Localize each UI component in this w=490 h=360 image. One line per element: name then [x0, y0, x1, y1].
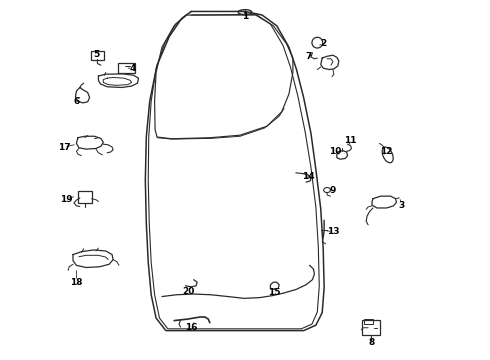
Text: 11: 11 — [344, 136, 356, 145]
Text: 10: 10 — [329, 147, 342, 156]
Text: 1: 1 — [242, 12, 248, 21]
Text: 9: 9 — [330, 186, 336, 195]
Text: 6: 6 — [74, 96, 79, 105]
Bar — [91, 51, 104, 60]
Text: 13: 13 — [327, 228, 339, 237]
Bar — [364, 319, 372, 324]
Text: 20: 20 — [183, 287, 195, 296]
Text: 15: 15 — [268, 288, 281, 297]
Text: 2: 2 — [320, 39, 326, 48]
Text: 5: 5 — [93, 50, 99, 59]
Text: 18: 18 — [70, 278, 83, 287]
Text: 17: 17 — [58, 143, 71, 152]
Text: 3: 3 — [398, 201, 404, 210]
Text: 4: 4 — [129, 64, 136, 73]
Bar — [78, 192, 92, 203]
Text: 12: 12 — [380, 147, 393, 156]
Bar — [362, 320, 380, 335]
Text: 19: 19 — [60, 195, 73, 204]
Text: 8: 8 — [369, 338, 375, 347]
Bar — [118, 63, 135, 73]
Text: 14: 14 — [302, 172, 315, 181]
Text: 16: 16 — [185, 323, 197, 332]
Text: 7: 7 — [305, 52, 312, 61]
